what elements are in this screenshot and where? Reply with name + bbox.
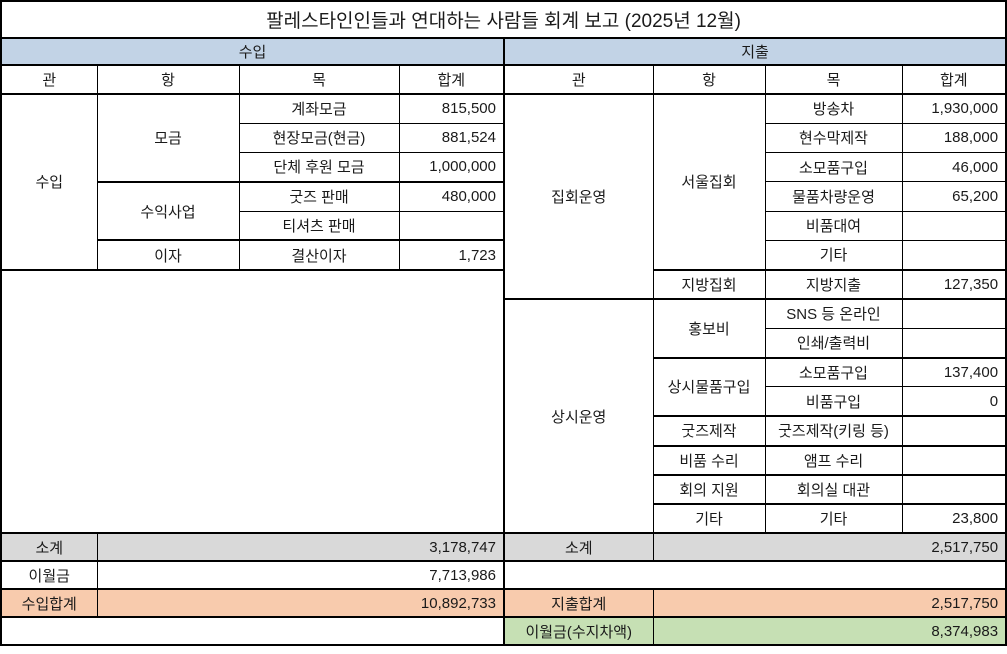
expense-amount-cell: 0	[901, 386, 1007, 418]
income-col-total: 합계	[398, 64, 505, 95]
income-col-hang: 항	[96, 64, 240, 95]
expense-amount-cell	[901, 298, 1007, 329]
expense-gwan-cell: 상시운영	[503, 298, 654, 534]
expense-mok-cell: 비품대여	[764, 210, 903, 241]
expense-hang-cell: 굿즈제작	[652, 415, 766, 447]
page-title: 팔레스타인인들과 연대하는 사람들 회계 보고 (2025년 12월)	[0, 0, 1007, 39]
expense-mok-cell: 방송차	[764, 93, 903, 124]
income-amount-cell	[398, 210, 505, 242]
expense-total-value: 2,517,750	[652, 588, 1007, 619]
expense-hang-cell: 기타	[652, 503, 766, 535]
expense-amount-cell: 65,200	[901, 181, 1007, 212]
income-mok-cell: 계좌모금	[238, 93, 400, 124]
income-total-value: 10,892,733	[96, 588, 505, 619]
income-hang-cell: 수익사업	[96, 181, 240, 242]
expense-amount-cell: 46,000	[901, 152, 1007, 183]
expense-mok-cell: 굿즈제작(키링 등)	[764, 415, 903, 447]
income-gwan-cell: 수입	[0, 93, 98, 271]
income-amount-cell: 1,000,000	[398, 152, 505, 183]
expense-hang-cell: 지방집회	[652, 269, 766, 301]
income-mok-cell: 굿즈 판매	[238, 181, 400, 212]
expense-amount-cell	[901, 210, 1007, 241]
income-subtotal-value: 3,178,747	[96, 532, 505, 563]
income-mok-cell: 결산이자	[238, 239, 400, 271]
expense-carryover-empty	[502, 560, 1007, 591]
income-hang-cell: 모금	[96, 93, 240, 183]
expense-amount-cell	[901, 474, 1007, 506]
income-amount-cell: 480,000	[398, 181, 505, 212]
income-mok-cell: 현장모금(현금)	[238, 122, 400, 154]
expense-mok-cell: 물품차량운영	[764, 181, 903, 212]
expense-amount-cell: 127,350	[901, 269, 1007, 301]
income-carryover-label: 이월금	[0, 560, 98, 591]
income-col-mok: 목	[238, 64, 400, 95]
expense-hang-cell: 상시물품구입	[652, 357, 766, 418]
expense-mok-cell: 소모품구입	[764, 152, 903, 183]
expense-col-gwan: 관	[503, 64, 654, 95]
expense-section-header: 지출	[502, 37, 1007, 66]
expense-mok-cell: 소모품구입	[764, 357, 903, 388]
income-mok-cell: 티셔츠 판매	[238, 210, 400, 242]
income-col-gwan: 관	[0, 64, 98, 95]
expense-mok-cell: 현수막제작	[764, 122, 903, 154]
expense-mok-cell: 기타	[764, 239, 903, 271]
expense-subtotal-value: 2,517,750	[652, 532, 1007, 563]
expense-mok-cell: 인쇄/출력비	[764, 327, 903, 359]
expense-amount-cell	[901, 445, 1007, 476]
expense-col-mok: 목	[764, 64, 903, 95]
expense-amount-cell	[901, 327, 1007, 359]
expense-gwan-cell: 집회운영	[503, 93, 654, 301]
expense-total-label: 지출합계	[503, 588, 654, 619]
expense-amount-cell: 188,000	[901, 122, 1007, 154]
income-balance-empty	[0, 616, 505, 647]
expense-hang-cell: 회의 지원	[652, 474, 766, 506]
expense-amount-cell	[901, 415, 1007, 447]
income-carryover-value: 7,713,986	[96, 560, 505, 591]
income-mok-cell: 단체 후원 모금	[238, 152, 400, 183]
expense-balance-value: 8,374,983	[652, 616, 1007, 647]
expense-mok-cell: 비품구입	[764, 386, 903, 418]
income-amount-cell: 881,524	[398, 122, 505, 154]
expense-mok-cell: 회의실 대관	[764, 474, 903, 506]
expense-amount-cell: 137,400	[901, 357, 1007, 388]
expense-mok-cell: 기타	[764, 503, 903, 535]
expense-mok-cell: 지방지출	[764, 269, 903, 301]
expense-amount-cell: 23,800	[901, 503, 1007, 535]
expense-col-total: 합계	[901, 64, 1007, 95]
expense-amount-cell: 1,930,000	[901, 93, 1007, 124]
income-subtotal-label: 소계	[0, 532, 98, 563]
income-section-header: 수입	[0, 37, 505, 66]
expense-balance-label: 이월금(수지차액)	[503, 616, 654, 647]
expense-subtotal-label: 소계	[503, 532, 654, 563]
expense-mok-cell: SNS 등 온라인	[764, 298, 903, 329]
income-empty-area	[0, 269, 505, 534]
expense-hang-cell: 비품 수리	[652, 445, 766, 476]
expense-hang-cell: 홍보비	[652, 298, 766, 359]
income-hang-cell: 이자	[96, 239, 240, 271]
expense-mok-cell: 앰프 수리	[764, 445, 903, 476]
expense-amount-cell	[901, 239, 1007, 271]
expense-hang-cell: 서울집회	[652, 93, 766, 271]
income-amount-cell: 815,500	[398, 93, 505, 124]
income-total-label: 수입합계	[0, 588, 98, 619]
income-amount-cell: 1,723	[398, 239, 505, 271]
expense-col-hang: 항	[652, 64, 766, 95]
